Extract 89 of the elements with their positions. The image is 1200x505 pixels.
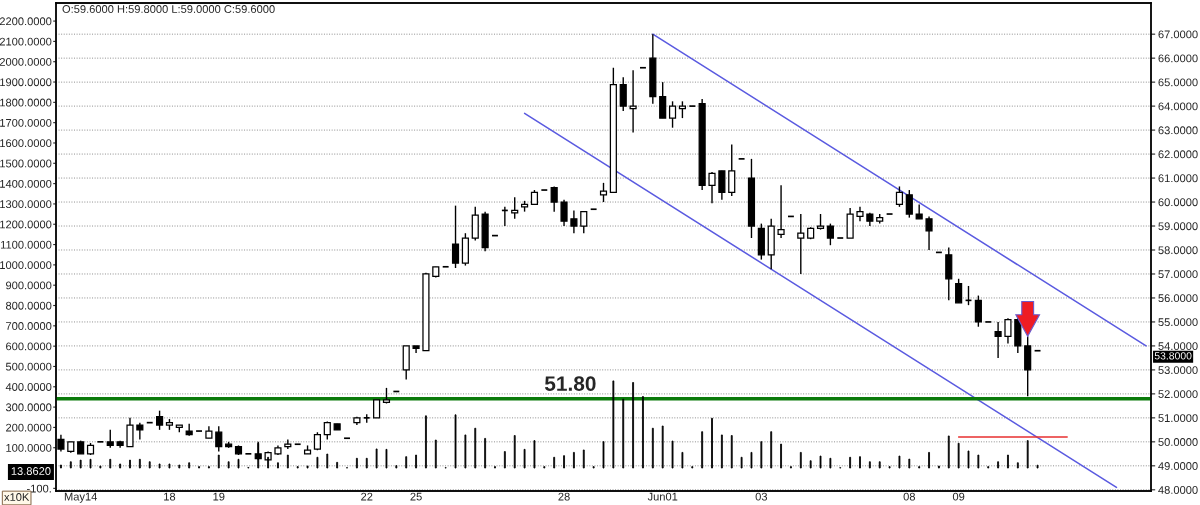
candlestick	[846, 207, 854, 239]
y2-tick-label: 100.0000	[6, 443, 52, 452]
y2-tick-label: 800.0000	[5, 301, 52, 310]
candlestick	[728, 143, 736, 197]
y2-tick-label: 600.0000	[6, 342, 52, 351]
y2-tick-label: 1500.0000	[0, 159, 52, 168]
y2-tick-label: 1200.0000	[0, 220, 52, 229]
candlestick	[777, 184, 785, 239]
candlestick	[570, 209, 578, 234]
y-tick-label: 59.0000	[1158, 222, 1198, 231]
candlestick	[905, 189, 913, 219]
candlestick	[974, 294, 982, 328]
y-tick-label: 53.0000	[1158, 366, 1198, 375]
y2-tick-label: 2200.0000	[0, 17, 52, 26]
y-tick-label: 48.0000	[1158, 486, 1198, 494]
candlestick	[1024, 335, 1032, 397]
y-tick-label: 56.0000	[1158, 294, 1198, 303]
candlestick	[797, 213, 805, 275]
annotation: O:59.6000 H:59.8000 L:59.0000 C:59.6000	[62, 5, 275, 13]
y-tick-label: 61.0000	[1158, 174, 1198, 183]
y2-tick-label: -100.	[27, 484, 51, 493]
candlestick	[826, 222, 834, 246]
y-tick-label: 52.0000	[1158, 390, 1198, 399]
candlestick	[126, 417, 134, 448]
x-tick-label: 19	[213, 492, 225, 501]
x-tick-label: Jun01	[647, 492, 678, 501]
candlestick	[619, 76, 627, 112]
candlestick	[155, 409, 164, 431]
x-tick-label: 03	[755, 492, 768, 501]
y-tick-label: 58.0000	[1158, 246, 1198, 255]
candlestick	[1004, 317, 1012, 345]
y2-tick-label: 1000.0000	[0, 261, 52, 270]
y-tick-label: 64.0000	[1158, 102, 1198, 111]
candlestick	[945, 246, 953, 302]
y2-tick-label: 1100.0000	[0, 240, 52, 249]
candlestick	[402, 345, 410, 381]
y2-tick-label: 1300.0000	[0, 200, 52, 209]
y2-tick-label: 1700.0000	[0, 118, 52, 127]
x-tick-label: 08	[903, 492, 916, 501]
candlestick	[895, 185, 904, 208]
y-tick-label: 49.0000	[1158, 462, 1198, 470]
x-tick-label: 28	[558, 492, 570, 501]
y-tick-label: 62.0000	[1158, 150, 1198, 159]
candlestick	[215, 425, 223, 453]
y-tick-label: 51.0000	[1158, 414, 1198, 422]
text: 13.8620	[11, 467, 51, 475]
y-tick-label: 66.0000	[1158, 54, 1198, 63]
y2-tick-label: 1400.0000	[0, 179, 52, 188]
candlestick	[659, 81, 667, 119]
y-tick-label: 54.0000	[1158, 342, 1198, 351]
text: 53.8000	[1154, 352, 1192, 360]
candlestick	[580, 210, 588, 234]
x-tick-label: 25	[410, 492, 422, 501]
candlestick	[668, 100, 677, 129]
candlestick	[560, 198, 568, 227]
y-tick-label: 63.0000	[1158, 126, 1198, 135]
x-tick-label: 09	[952, 492, 965, 501]
y2-tick-label: 1600.0000	[0, 139, 52, 148]
y2-tick-label: 300.0000	[5, 403, 52, 412]
x-tick-label: 22	[361, 492, 373, 501]
candlestick	[471, 206, 479, 242]
candlestick	[629, 69, 637, 134]
candlestick	[915, 203, 923, 220]
y2-tick-label: 700.0000	[6, 322, 52, 330]
y2-tick-label: 2000.0000	[0, 57, 52, 66]
candlestick	[451, 204, 460, 269]
y2-axis-title: x10K	[4, 493, 30, 501]
ref-line-label: 51.80	[544, 376, 596, 391]
y-tick-label: 65.0000	[1158, 78, 1198, 87]
x-tick-label: 18	[164, 492, 176, 501]
y2-tick-label: 200.0000	[6, 423, 52, 432]
candlestick	[708, 171, 716, 204]
y2-tick-label: 1800.0000	[0, 98, 52, 107]
y-tick-label: 67.0000	[1158, 30, 1198, 39]
y2-tick-label: 2100.0000	[0, 37, 52, 46]
y2-tick-label: 900.0000	[6, 281, 52, 290]
candlestick	[718, 170, 726, 201]
x-tick-label: May14	[64, 492, 98, 503]
y2-tick-label: 500.0000	[5, 362, 52, 371]
y2-tick-label: 1900.0000	[0, 78, 52, 87]
candlestick	[994, 321, 1002, 359]
y-tick-label: 57.0000	[1158, 270, 1198, 279]
y-tick-label: 55.0000	[1158, 318, 1198, 327]
y-tick-label: 60.0000	[1158, 198, 1198, 207]
candlestick	[550, 185, 558, 213]
candlestick	[925, 215, 933, 251]
candlestick	[955, 278, 963, 304]
y-tick-label: 50.0000	[1158, 438, 1198, 446]
y2-tick-label: 400.0000	[5, 383, 52, 391]
